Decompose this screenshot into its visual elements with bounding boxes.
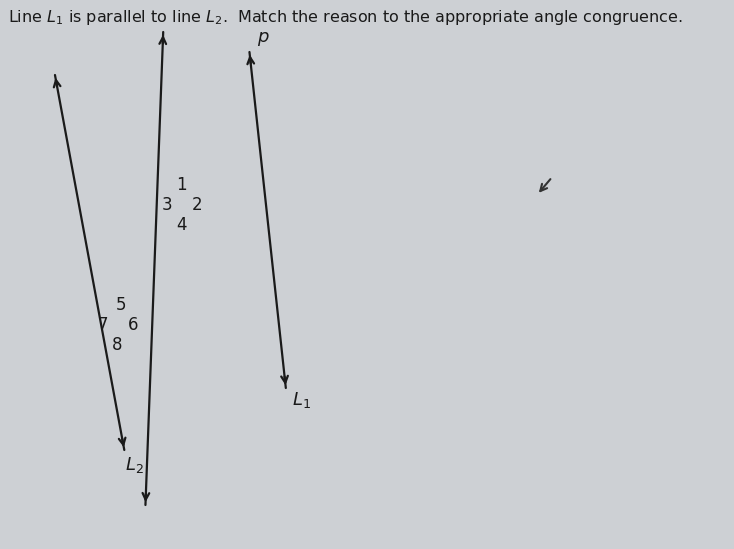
Text: $p$: $p$ [257,30,269,48]
Text: 7: 7 [98,316,109,334]
Text: $L_2$: $L_2$ [126,455,144,475]
Text: Line $L_1$ is parallel to line $L_2$.  Match the reason to the appropriate angle: Line $L_1$ is parallel to line $L_2$. Ma… [9,8,683,27]
Text: 2: 2 [192,196,203,214]
Text: 1: 1 [176,176,187,194]
Text: 8: 8 [112,336,122,354]
Text: 5: 5 [116,296,126,314]
Text: 4: 4 [177,216,187,234]
Text: 6: 6 [128,316,139,334]
Text: 3: 3 [161,196,172,214]
Text: $L_1$: $L_1$ [291,390,310,410]
